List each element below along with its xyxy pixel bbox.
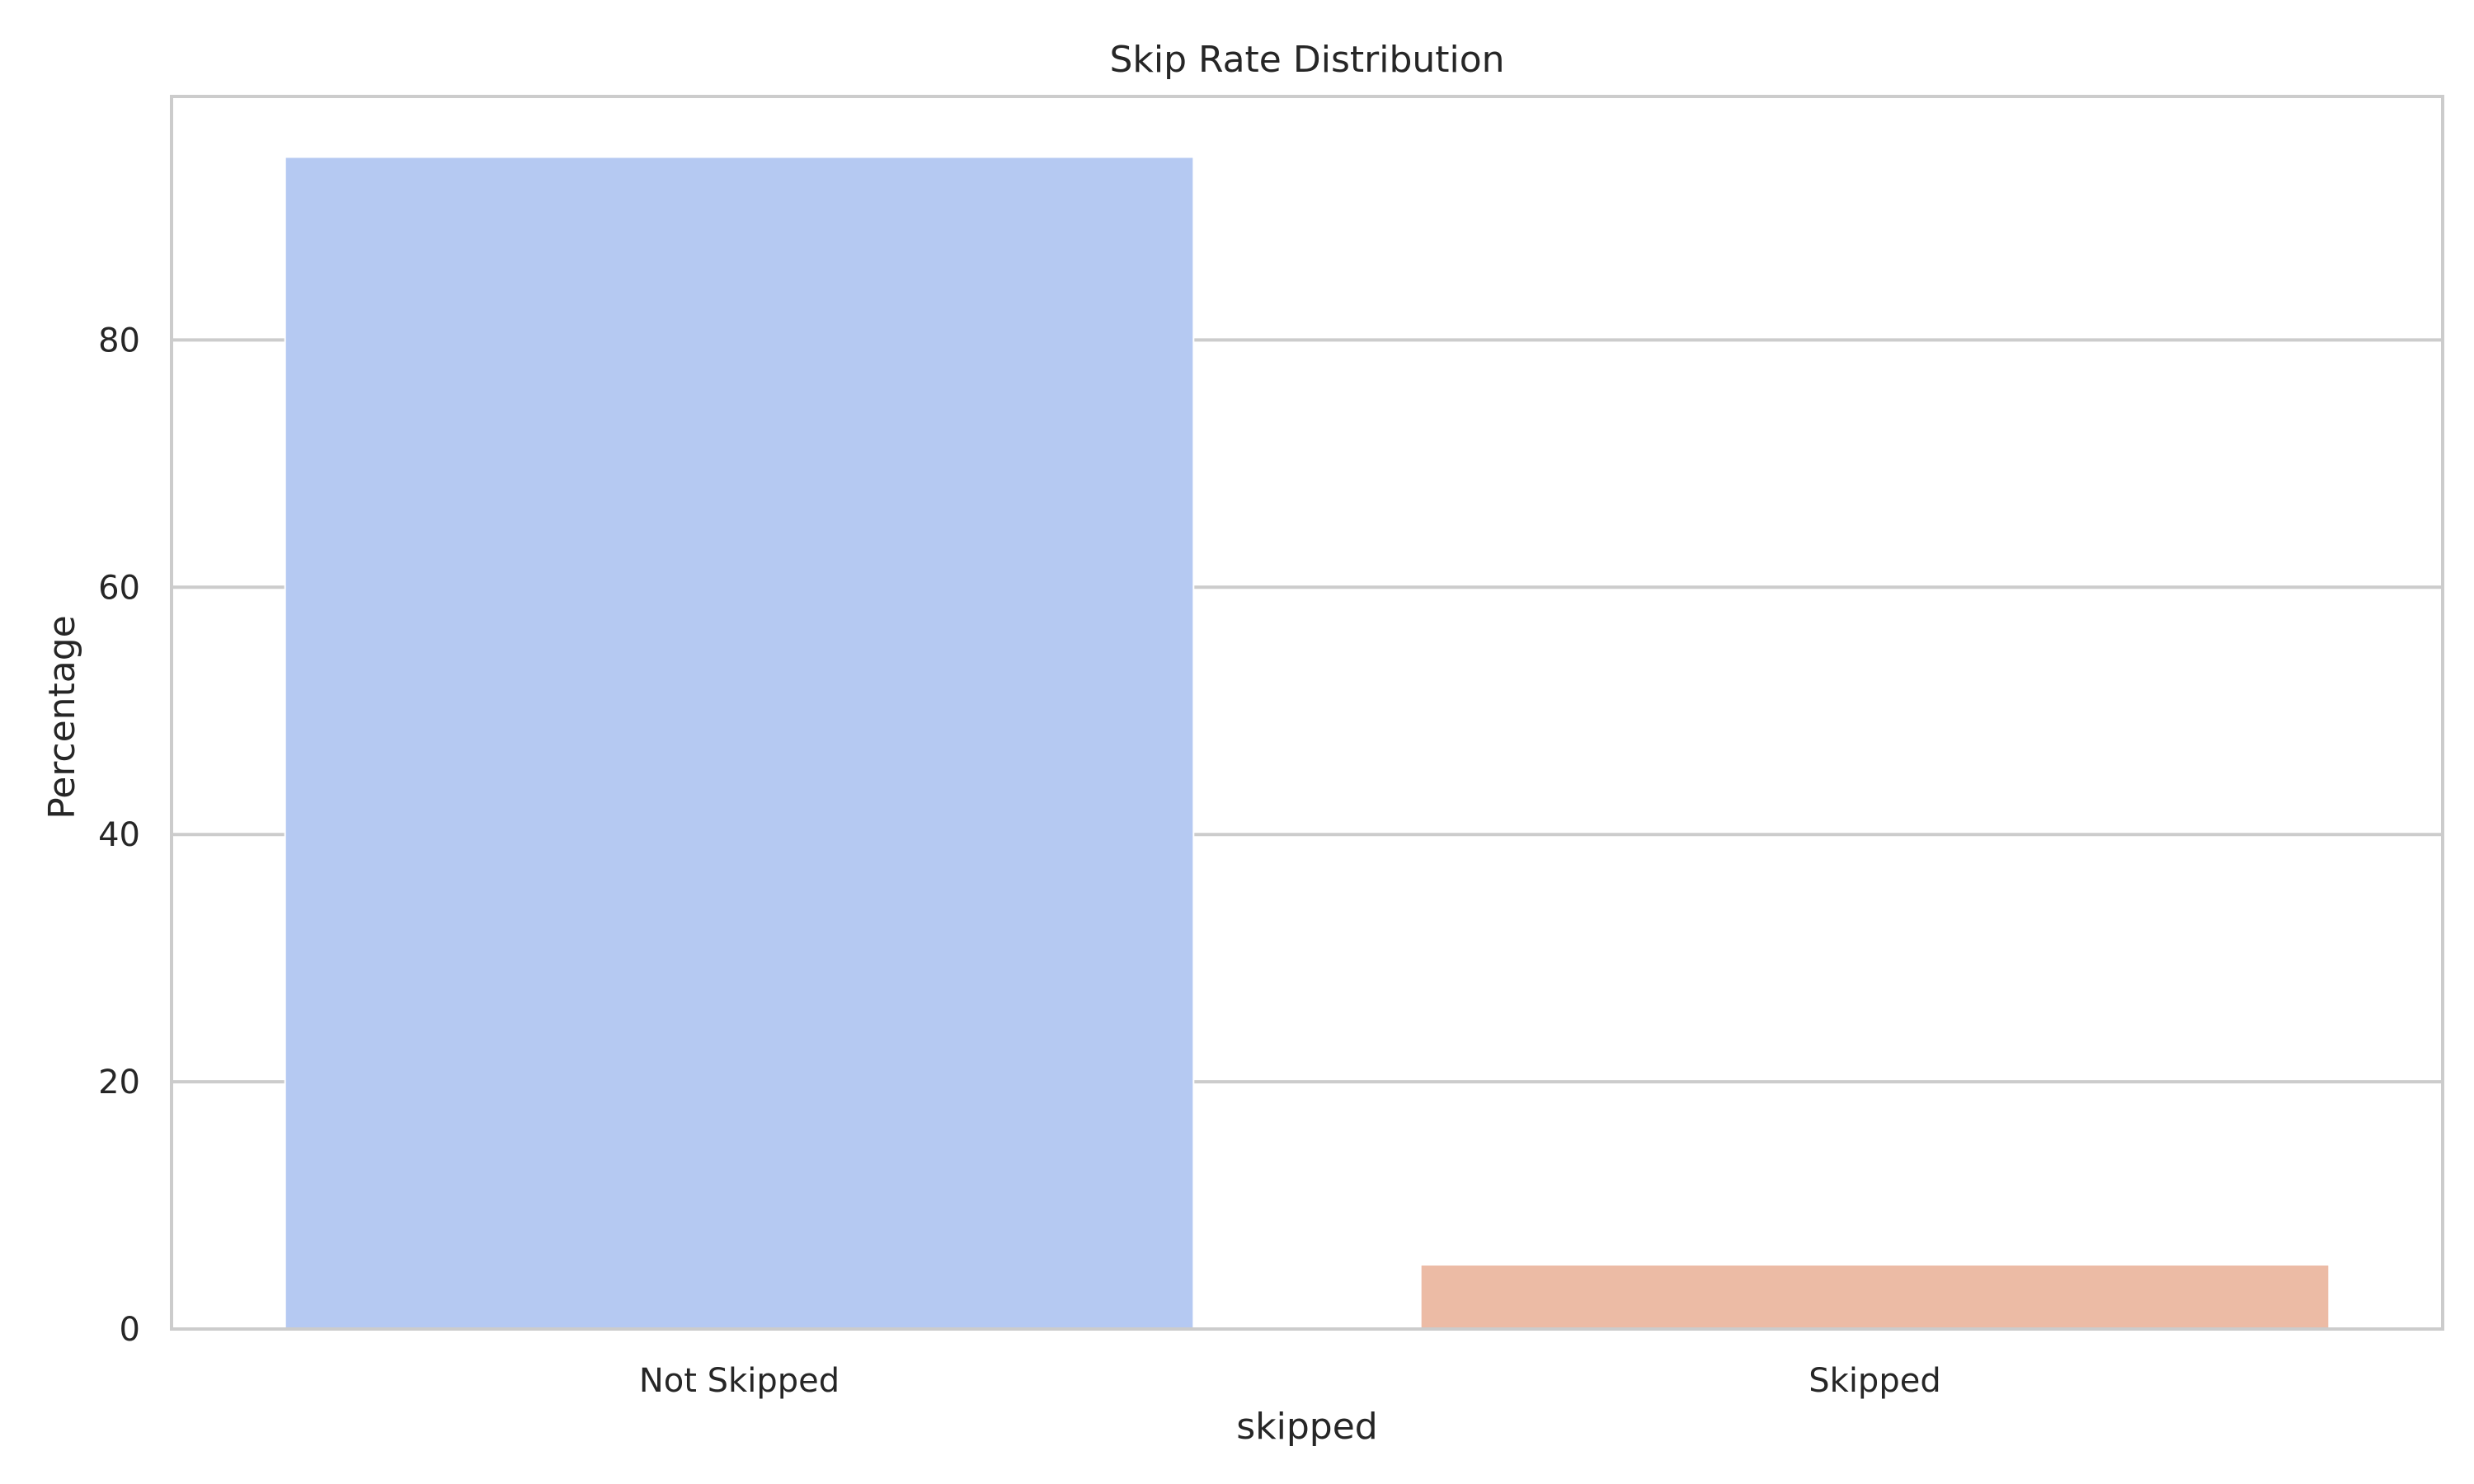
bar-skipped [1419, 1264, 2331, 1331]
y-axis-ticks: 0 20 40 60 80 [98, 322, 140, 1349]
y-tick-label: 20 [98, 1064, 140, 1101]
x-tick-label: Skipped [1808, 1362, 1940, 1400]
y-tick-label: 80 [98, 322, 140, 359]
x-tick-label: Not Skipped [639, 1362, 840, 1400]
y-tick-label: 40 [98, 816, 140, 854]
x-axis-label: skipped [1236, 1406, 1378, 1448]
bars [284, 156, 2331, 1331]
bar-not-skipped [284, 156, 1195, 1330]
y-tick-label: 0 [120, 1311, 140, 1349]
y-axis-label: Percentage [41, 615, 83, 819]
chart-title: Skip Rate Distribution [1109, 39, 1504, 81]
x-axis-ticks: Not Skipped Skipped [639, 1362, 1941, 1400]
plot-frame [170, 95, 2444, 1331]
y-tick-label: 60 [98, 569, 140, 607]
